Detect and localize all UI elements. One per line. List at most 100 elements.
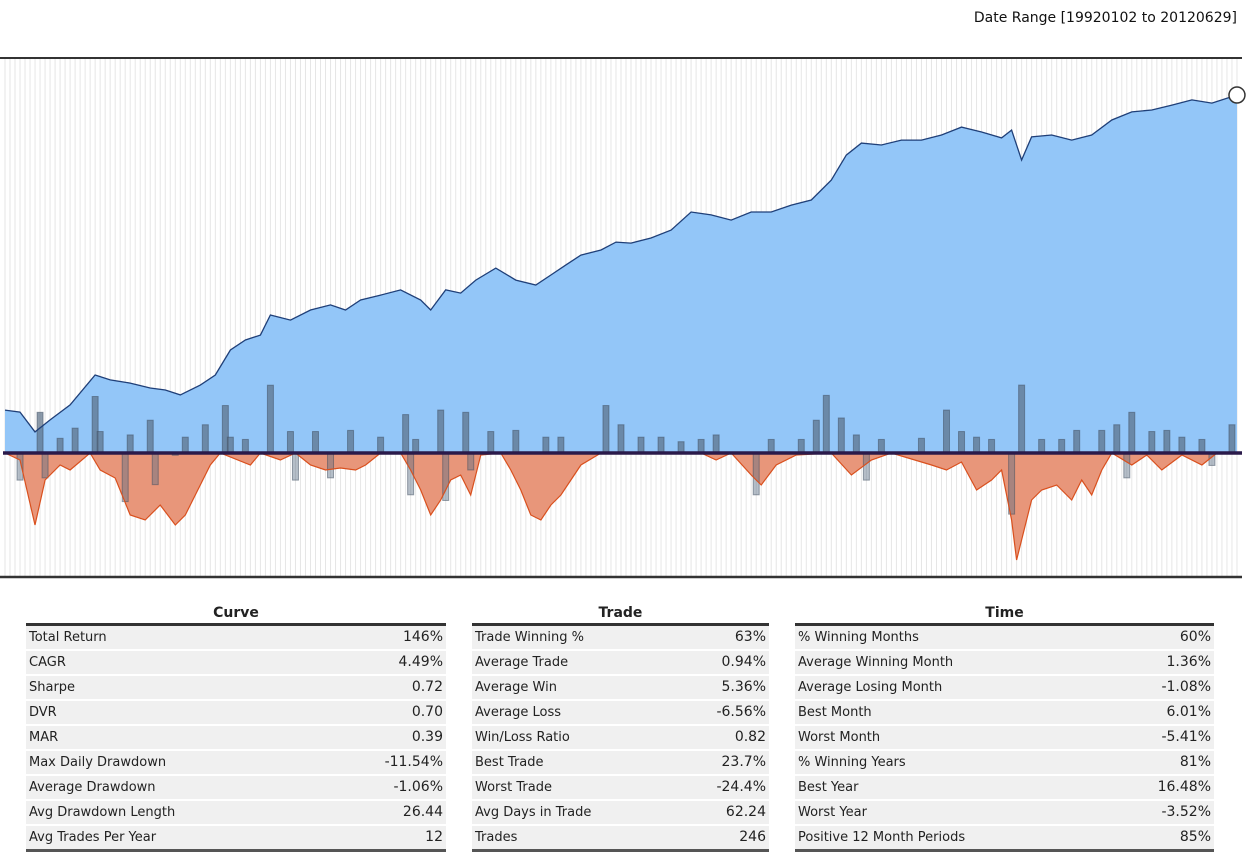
metric-value: 246: [739, 829, 766, 845]
table-row: Average Loss -6.56%: [472, 701, 769, 726]
metric-value: 23.7%: [721, 754, 766, 770]
metric-value: -1.06%: [393, 779, 443, 795]
table-row: DVR 0.70: [26, 701, 446, 726]
metric-label: Avg Drawdown Length: [29, 805, 176, 820]
metric-label: Average Losing Month: [798, 680, 943, 695]
metric-value: 146%: [402, 629, 443, 645]
monthly-return-bar: [617, 424, 625, 454]
monthly-return-bar: [512, 429, 520, 454]
table-row: % Winning Months 60%: [795, 626, 1214, 651]
table-row: Average Drawdown -1.06%: [26, 776, 446, 801]
monthly-return-bar: [201, 424, 209, 454]
monthly-return-bar: [1128, 411, 1136, 454]
monthly-return-bar: [1058, 438, 1066, 454]
table-row: Positive 12 Month Periods 85%: [795, 826, 1214, 849]
table-row: Best Month 6.01%: [795, 701, 1214, 726]
monthly-return-bar: [402, 414, 410, 454]
monthly-return-bar: [542, 436, 550, 454]
metric-label: Best Trade: [475, 755, 544, 770]
metric-label: Max Daily Drawdown: [29, 755, 167, 770]
date-range-label: Date Range [19920102 to 20120629]: [973, 10, 1237, 26]
metric-value: 16.48%: [1157, 779, 1211, 795]
monthly-return-bar: [862, 452, 870, 481]
table-body: % Winning Months 60% Average Winning Month…: [795, 623, 1214, 852]
table-row: Trade Winning % 63%: [472, 626, 769, 651]
monthly-return-bar: [412, 438, 420, 454]
table-row: Max Daily Drawdown -11.54%: [26, 751, 446, 776]
table-row: Average Winning Month 1.36%: [795, 651, 1214, 676]
table-row: Sharpe 0.72: [26, 676, 446, 701]
monthly-return-bar: [837, 417, 845, 454]
monthly-return-bar: [812, 419, 820, 454]
metric-label: Total Return: [29, 630, 107, 645]
monthly-return-bar: [327, 452, 335, 479]
metric-label: Avg Days in Trade: [475, 805, 592, 820]
monthly-return-bar: [56, 437, 64, 454]
monthly-return-bar: [1228, 424, 1236, 454]
metric-value: -3.52%: [1161, 804, 1211, 820]
monthly-return-bar: [657, 436, 665, 454]
metric-value: -24.4%: [716, 779, 766, 795]
metric-label: Average Winning Month: [798, 655, 954, 670]
metric-value: 81%: [1179, 754, 1211, 770]
monthly-return-bar: [697, 438, 705, 454]
monthly-return-bar: [958, 431, 966, 454]
monthly-return-bar: [988, 438, 996, 454]
metric-value: 4.49%: [398, 654, 443, 670]
monthly-return-bar: [151, 452, 159, 486]
metric-label: Best Month: [798, 705, 872, 720]
monthly-return-bar: [1123, 452, 1131, 479]
monthly-return-bar: [1018, 384, 1026, 454]
metric-label: MAR: [29, 730, 59, 745]
monthly-return-bar: [462, 411, 470, 454]
monthly-return-bar: [71, 427, 79, 454]
metric-value: -11.54%: [384, 754, 443, 770]
monthly-return-bar: [121, 452, 129, 503]
monthly-return-bar: [602, 405, 610, 454]
monthly-return-bar: [1098, 429, 1106, 454]
metric-label: DVR: [29, 705, 57, 720]
monthly-return-bar: [1113, 424, 1121, 454]
table-row: Worst Year -3.52%: [795, 801, 1214, 826]
monthly-return-bar: [146, 419, 154, 454]
metric-label: Win/Loss Ratio: [475, 730, 570, 745]
metric-label: % Winning Years: [798, 755, 906, 770]
monthly-return-bar: [767, 438, 775, 454]
metric-value: 0.94%: [721, 654, 766, 670]
monthly-return-bar: [752, 452, 760, 496]
monthly-return-bar: [286, 431, 294, 454]
time-table: Time % Winning Months 60% Average Winning M…: [795, 603, 1214, 852]
metric-label: Trades: [475, 830, 518, 845]
monthly-return-bar: [181, 436, 189, 454]
monthly-return-bar: [943, 409, 951, 454]
table-row: Best Trade 23.7%: [472, 751, 769, 776]
monthly-return-bar: [852, 434, 860, 454]
metric-value: 26.44: [402, 804, 443, 820]
metric-label: Average Loss: [475, 705, 562, 720]
monthly-return-bar: [1073, 429, 1081, 454]
monthly-return-bar: [1198, 438, 1206, 454]
monthly-return-bar: [126, 434, 134, 454]
metric-value: -5.41%: [1161, 729, 1211, 745]
table-row: Total Return 146%: [26, 626, 446, 651]
monthly-return-bar: [822, 394, 830, 454]
table-row: % Winning Years 81%: [795, 751, 1214, 776]
metric-label: Average Trade: [475, 655, 569, 670]
metric-label: Best Year: [798, 780, 859, 795]
table-body: Total Return 146% CAGR 4.49% Sharpe 0.72 DVR 0.…: [26, 623, 446, 852]
metric-value: 63%: [734, 629, 766, 645]
monthly-return-bar: [266, 384, 274, 454]
table-row: Avg Drawdown Length 26.44: [26, 801, 446, 826]
monthly-return-bar: [347, 429, 355, 454]
metric-value: -1.08%: [1161, 679, 1211, 695]
metric-label: Average Win: [475, 680, 557, 695]
equity-area: [5, 95, 1237, 453]
metric-label: Worst Trade: [475, 780, 552, 795]
end-point-marker[interactable]: [1228, 86, 1246, 104]
monthly-return-bar: [917, 437, 925, 454]
metric-value: 0.70: [411, 704, 443, 720]
table-row: Average Win 5.36%: [472, 676, 769, 701]
monthly-return-bar: [467, 452, 475, 471]
metric-label: Worst Year: [798, 805, 867, 820]
table-title: Time: [985, 605, 1024, 621]
